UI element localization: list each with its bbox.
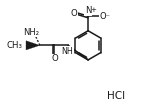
Text: NH: NH [62, 47, 73, 56]
Text: NH₂: NH₂ [23, 28, 39, 37]
Text: O⁻: O⁻ [100, 12, 111, 21]
Text: +: + [90, 7, 96, 13]
Text: CH₃: CH₃ [6, 41, 22, 50]
Text: HCl: HCl [107, 91, 125, 101]
Text: O: O [71, 9, 77, 18]
Polygon shape [26, 41, 40, 50]
Text: N: N [85, 6, 91, 15]
Text: O: O [52, 54, 59, 63]
